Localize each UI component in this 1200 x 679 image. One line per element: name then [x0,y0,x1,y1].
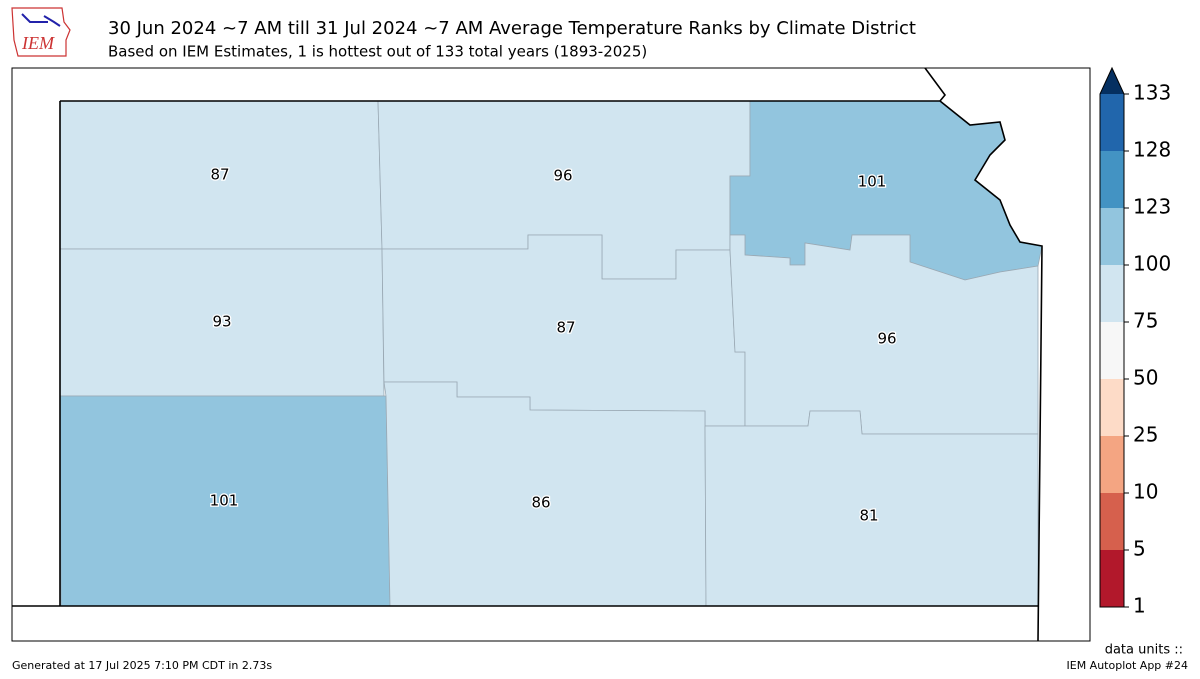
districts [59,100,1043,607]
colorbar-extend [1100,68,1124,94]
subtitle: Based on IEM Estimates, 1 is hottest out… [108,43,647,61]
colorbar-swatch [1100,94,1124,151]
title: 30 Jun 2024 ~7 AM till 31 Jul 2024 ~7 AM… [108,18,916,39]
logo: IEM [11,7,71,57]
colorbar-tick-label: 75 [1133,309,1158,333]
district-value: 96 [553,167,572,185]
colorbar-swatch [1100,436,1124,493]
logo-icon [21,13,61,27]
colorbar-outline [1099,66,1125,608]
colorbar-swatch [1100,265,1124,322]
colorbar-tick-label: 50 [1133,366,1158,390]
logo-text: IEM [21,33,55,53]
generated-note: Generated at 17 Jul 2025 7:10 PM CDT in … [12,659,272,672]
logo-outline [11,7,71,57]
colorbar-swatch [1100,208,1124,265]
colorbar: 1 5 10 25 50 75 100 123 128 133 [1099,66,1171,618]
district-value: 101 [858,173,887,191]
colorbar-tick-label: 10 [1133,480,1158,504]
colorbar-tick-label: 123 [1133,195,1171,219]
district-value: 96 [877,330,896,348]
app-note: IEM Autoplot App #24 [1067,659,1189,672]
state-border [12,67,1043,642]
colorbar-tick-label: 128 [1133,138,1171,162]
district-value: 93 [212,313,231,331]
colorbar-tick-label: 100 [1133,252,1171,276]
district-value: 101 [210,492,239,510]
colorbar-swatch [1100,493,1124,550]
district-value: 86 [531,494,550,512]
state-lines [12,67,1043,642]
units-label: data units :: [1105,643,1183,658]
colorbar-tick-label: 5 [1133,537,1146,561]
district [383,381,707,607]
colorbar-swatch [1100,151,1124,208]
colorbar-tick-label: 1 [1133,594,1146,618]
district-value: 87 [556,319,575,337]
colorbar-tick-label: 133 [1133,81,1171,105]
colorbar-swatch [1100,379,1124,436]
colorbar-tick-label: 25 [1133,423,1158,447]
district-value: 87 [210,166,229,184]
district-value: 81 [859,507,878,525]
colorbar-swatch [1100,550,1124,607]
colorbar-swatch [1100,322,1124,379]
district-labels: 87 96 101 93 87 96 101 86 81 [208,164,897,526]
